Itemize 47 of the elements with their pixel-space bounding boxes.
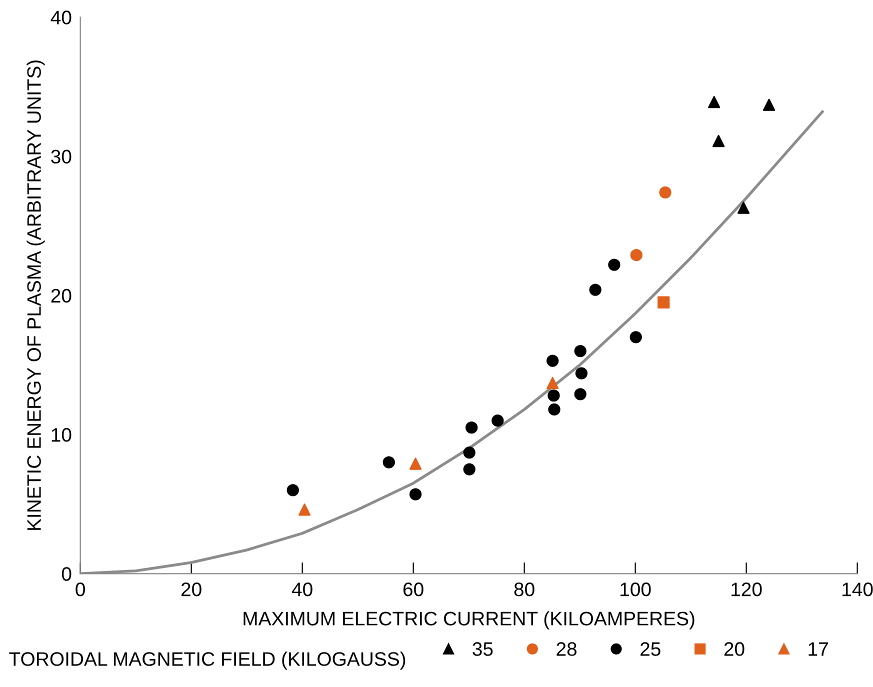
x-tick-label: 20: [181, 582, 202, 596]
point: [575, 367, 588, 380]
point: [546, 354, 559, 367]
point: [712, 134, 725, 148]
point: [463, 463, 476, 476]
y-tick-label: 0: [62, 567, 72, 581]
point: [589, 284, 602, 296]
point: [608, 258, 620, 271]
x-axis-title: MAXIMUM ELECTRIC CURRENT (KILOAMPERES): [244, 611, 694, 630]
point: [409, 488, 422, 500]
point: [546, 376, 559, 390]
point: [630, 248, 642, 262]
legend-label: 28: [556, 642, 577, 656]
point: [286, 484, 299, 496]
y-tick-label: 10: [52, 428, 72, 442]
point: [492, 414, 504, 427]
y-tick-label: 40: [50, 10, 72, 24]
point: [762, 98, 776, 111]
x-tick-label: 120: [732, 582, 762, 596]
point: [708, 96, 720, 108]
point: [409, 458, 422, 470]
point: [298, 504, 311, 516]
point: [382, 456, 395, 468]
point: [548, 390, 560, 402]
legend-label: 17: [808, 642, 828, 656]
point: [658, 296, 670, 308]
x-tick-label: 80: [514, 582, 534, 596]
x-tick-label: 40: [292, 582, 312, 596]
x-tick-label: 0: [76, 582, 85, 596]
point: [659, 186, 672, 199]
legend-title: TOROIDAL MAGNETIC FIELD (KILOGAUSS): [9, 652, 406, 670]
legend-label: 35: [472, 642, 493, 656]
y-tick-label: 30: [51, 150, 72, 164]
point: [574, 344, 586, 358]
x-tick-label: 100: [620, 582, 651, 596]
point: [463, 446, 476, 459]
point: [574, 388, 586, 400]
x-tick-label: 60: [403, 582, 424, 596]
x-tick-label: 140: [842, 582, 873, 596]
point: [548, 403, 560, 416]
point: [630, 331, 642, 344]
legend-label: 25: [640, 642, 660, 656]
y-tick-label: 20: [51, 288, 72, 303]
y-axis-title: KINETIC ENERGY OF PLASMA (ARBITRARY UNITS): [26, 60, 45, 530]
point: [466, 422, 478, 434]
legend-label: 20: [724, 642, 744, 656]
point: [737, 202, 750, 214]
